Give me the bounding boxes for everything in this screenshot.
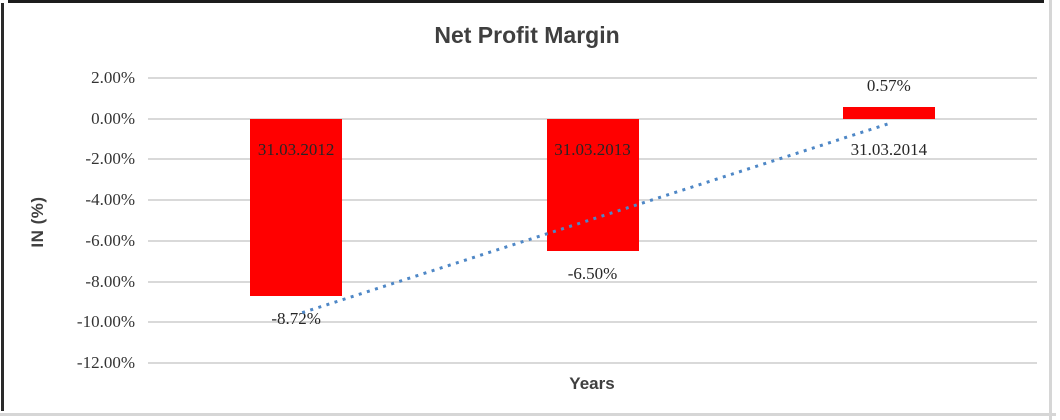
- gridline: [148, 77, 1037, 79]
- frame-border-left: [1, 3, 4, 411]
- x-axis-title: Years: [569, 374, 615, 393]
- frame-border-bottom: [0, 413, 1056, 416]
- data-label: 0.57%: [866, 76, 911, 96]
- y-axis-tick-label: -6.00%: [85, 230, 135, 250]
- category-label: 31.03.2012: [257, 139, 335, 159]
- y-axis-tick-label: 0.00%: [91, 108, 135, 128]
- y-axis-tick-label: -12.00%: [76, 353, 135, 372]
- frame-border-top: [8, 0, 1044, 3]
- y-axis-tick-label: -2.00%: [85, 149, 135, 169]
- gridline: [148, 362, 1037, 364]
- frame-border-right: [1049, 0, 1052, 420]
- category-label: 31.03.2014: [850, 139, 928, 159]
- data-label: -8.72%: [271, 309, 321, 329]
- y-axis-tick-label: -4.00%: [85, 190, 135, 210]
- y-axis-tick-label: -8.00%: [85, 271, 135, 291]
- y-axis-tick-label: -10.00%: [76, 312, 135, 332]
- bar-31.03.2014: [842, 107, 935, 119]
- bar-31.03.2013: [546, 118, 639, 252]
- data-label: -6.50%: [567, 264, 618, 284]
- y-axis-tick-label: 2.00%: [91, 68, 135, 87]
- chart-title: Net Profit Margin: [434, 22, 620, 48]
- category-label: 31.03.2013: [554, 139, 631, 159]
- gridline: [148, 321, 1037, 324]
